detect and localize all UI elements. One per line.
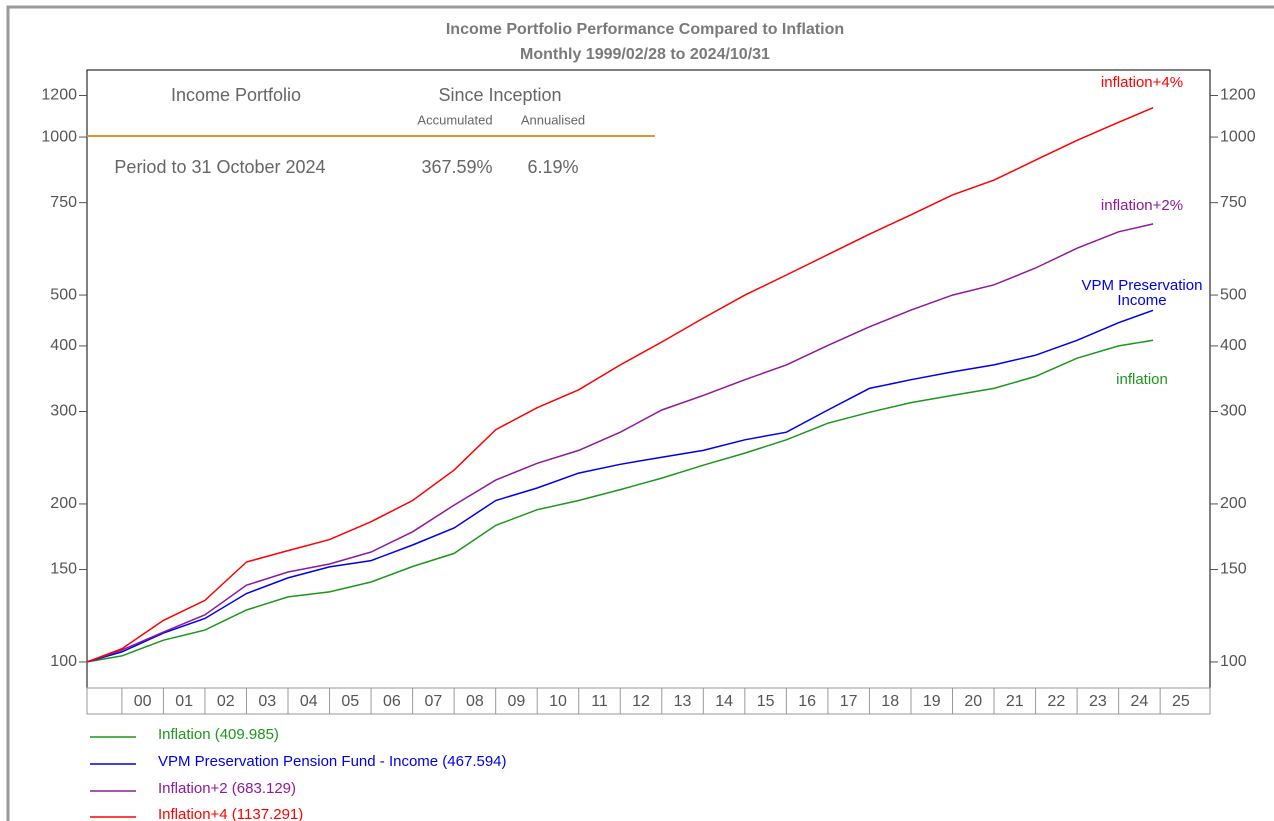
x-tick-label: 16	[798, 693, 816, 710]
y-tick-label: 100	[50, 653, 77, 670]
x-tick-label: 06	[383, 693, 401, 710]
y2-tick-label: 500	[1220, 286, 1247, 303]
y2-tick-label: 150	[1220, 561, 1247, 578]
y-tick-label: 750	[50, 194, 77, 211]
y-tick-label: 150	[50, 561, 77, 578]
x-tick-label: 12	[632, 693, 650, 710]
x-tick-label: 13	[674, 693, 692, 710]
y-tick-label: 1200	[41, 87, 77, 104]
x-tick-label: 08	[466, 693, 484, 710]
series-line	[86, 339, 1154, 663]
x-tick-label: 02	[217, 693, 235, 710]
x-tick-label: 19	[923, 693, 941, 710]
series-line	[86, 309, 1154, 663]
x-tick-label: 23	[1089, 693, 1107, 710]
x-tick-label: 22	[1047, 693, 1065, 710]
x-tick-label: 17	[840, 693, 858, 710]
x-tick-label: 21	[1006, 693, 1024, 710]
summary-col: Annualised	[521, 112, 585, 127]
legend-label: Inflation+4 (1137.291)	[158, 806, 303, 821]
chart-title: Income Portfolio Performance Compared to…	[446, 21, 844, 38]
x-tick-label: 18	[881, 693, 899, 710]
x-tick-label: 24	[1130, 693, 1148, 710]
y-tick-label: 500	[50, 286, 77, 303]
summary-heading: Since Inception	[438, 85, 561, 105]
x-tick-label: 04	[300, 693, 318, 710]
y-tick-label: 1000	[41, 128, 77, 145]
series-annotation: Income	[1117, 292, 1166, 309]
frame	[6, 5, 1274, 821]
x-tick-label: 07	[424, 693, 442, 710]
summary-col: Accumulated	[417, 112, 492, 127]
y2-tick-label: 400	[1220, 337, 1247, 354]
series-annotation: inflation+2%	[1101, 197, 1183, 214]
legend-label: VPM Preservation Pension Fund - Income (…	[158, 753, 507, 770]
x-tick-label: 15	[757, 693, 775, 710]
x-axis-band	[86, 687, 1211, 715]
y2-tick-label: 1200	[1220, 87, 1256, 104]
series-annotation: inflation+4%	[1101, 74, 1183, 91]
legend-label: Inflation+2 (683.129)	[158, 780, 296, 797]
series-annotation: inflation	[1116, 371, 1168, 388]
x-tick-label: 25	[1172, 693, 1190, 710]
series-annotation: VPM Preservation	[1082, 277, 1203, 294]
y2-tick-label: 100	[1220, 653, 1247, 670]
x-tick-label: 05	[341, 693, 359, 710]
chart-subtitle: Monthly 1999/02/28 to 2024/10/31	[520, 46, 770, 63]
summary-period: Period to 31 October 2024	[114, 157, 325, 177]
y-tick-label: 200	[50, 495, 77, 512]
summary-value: 6.19%	[527, 157, 578, 177]
y-tick-label: 300	[50, 403, 77, 420]
series-line	[86, 107, 1154, 663]
summary-fund: Income Portfolio	[171, 85, 301, 105]
x-tick-label: 09	[508, 693, 526, 710]
x-tick-label: 20	[964, 693, 982, 710]
x-tick-label: 14	[715, 693, 733, 710]
y2-tick-label: 200	[1220, 495, 1247, 512]
x-tick-label: 03	[258, 693, 276, 710]
x-tick-label: 00	[134, 693, 152, 710]
y2-tick-label: 750	[1220, 194, 1247, 211]
y2-tick-label: 300	[1220, 403, 1247, 420]
x-tick-label: 11	[591, 693, 608, 710]
x-tick-label: 10	[549, 693, 567, 710]
series-line	[86, 223, 1154, 663]
summary-value: 367.59%	[421, 157, 492, 177]
x-tick-label: 01	[175, 693, 193, 710]
y-tick-label: 400	[50, 337, 77, 354]
y2-tick-label: 1000	[1220, 128, 1256, 145]
legend-label: Inflation (409.985)	[158, 726, 279, 743]
